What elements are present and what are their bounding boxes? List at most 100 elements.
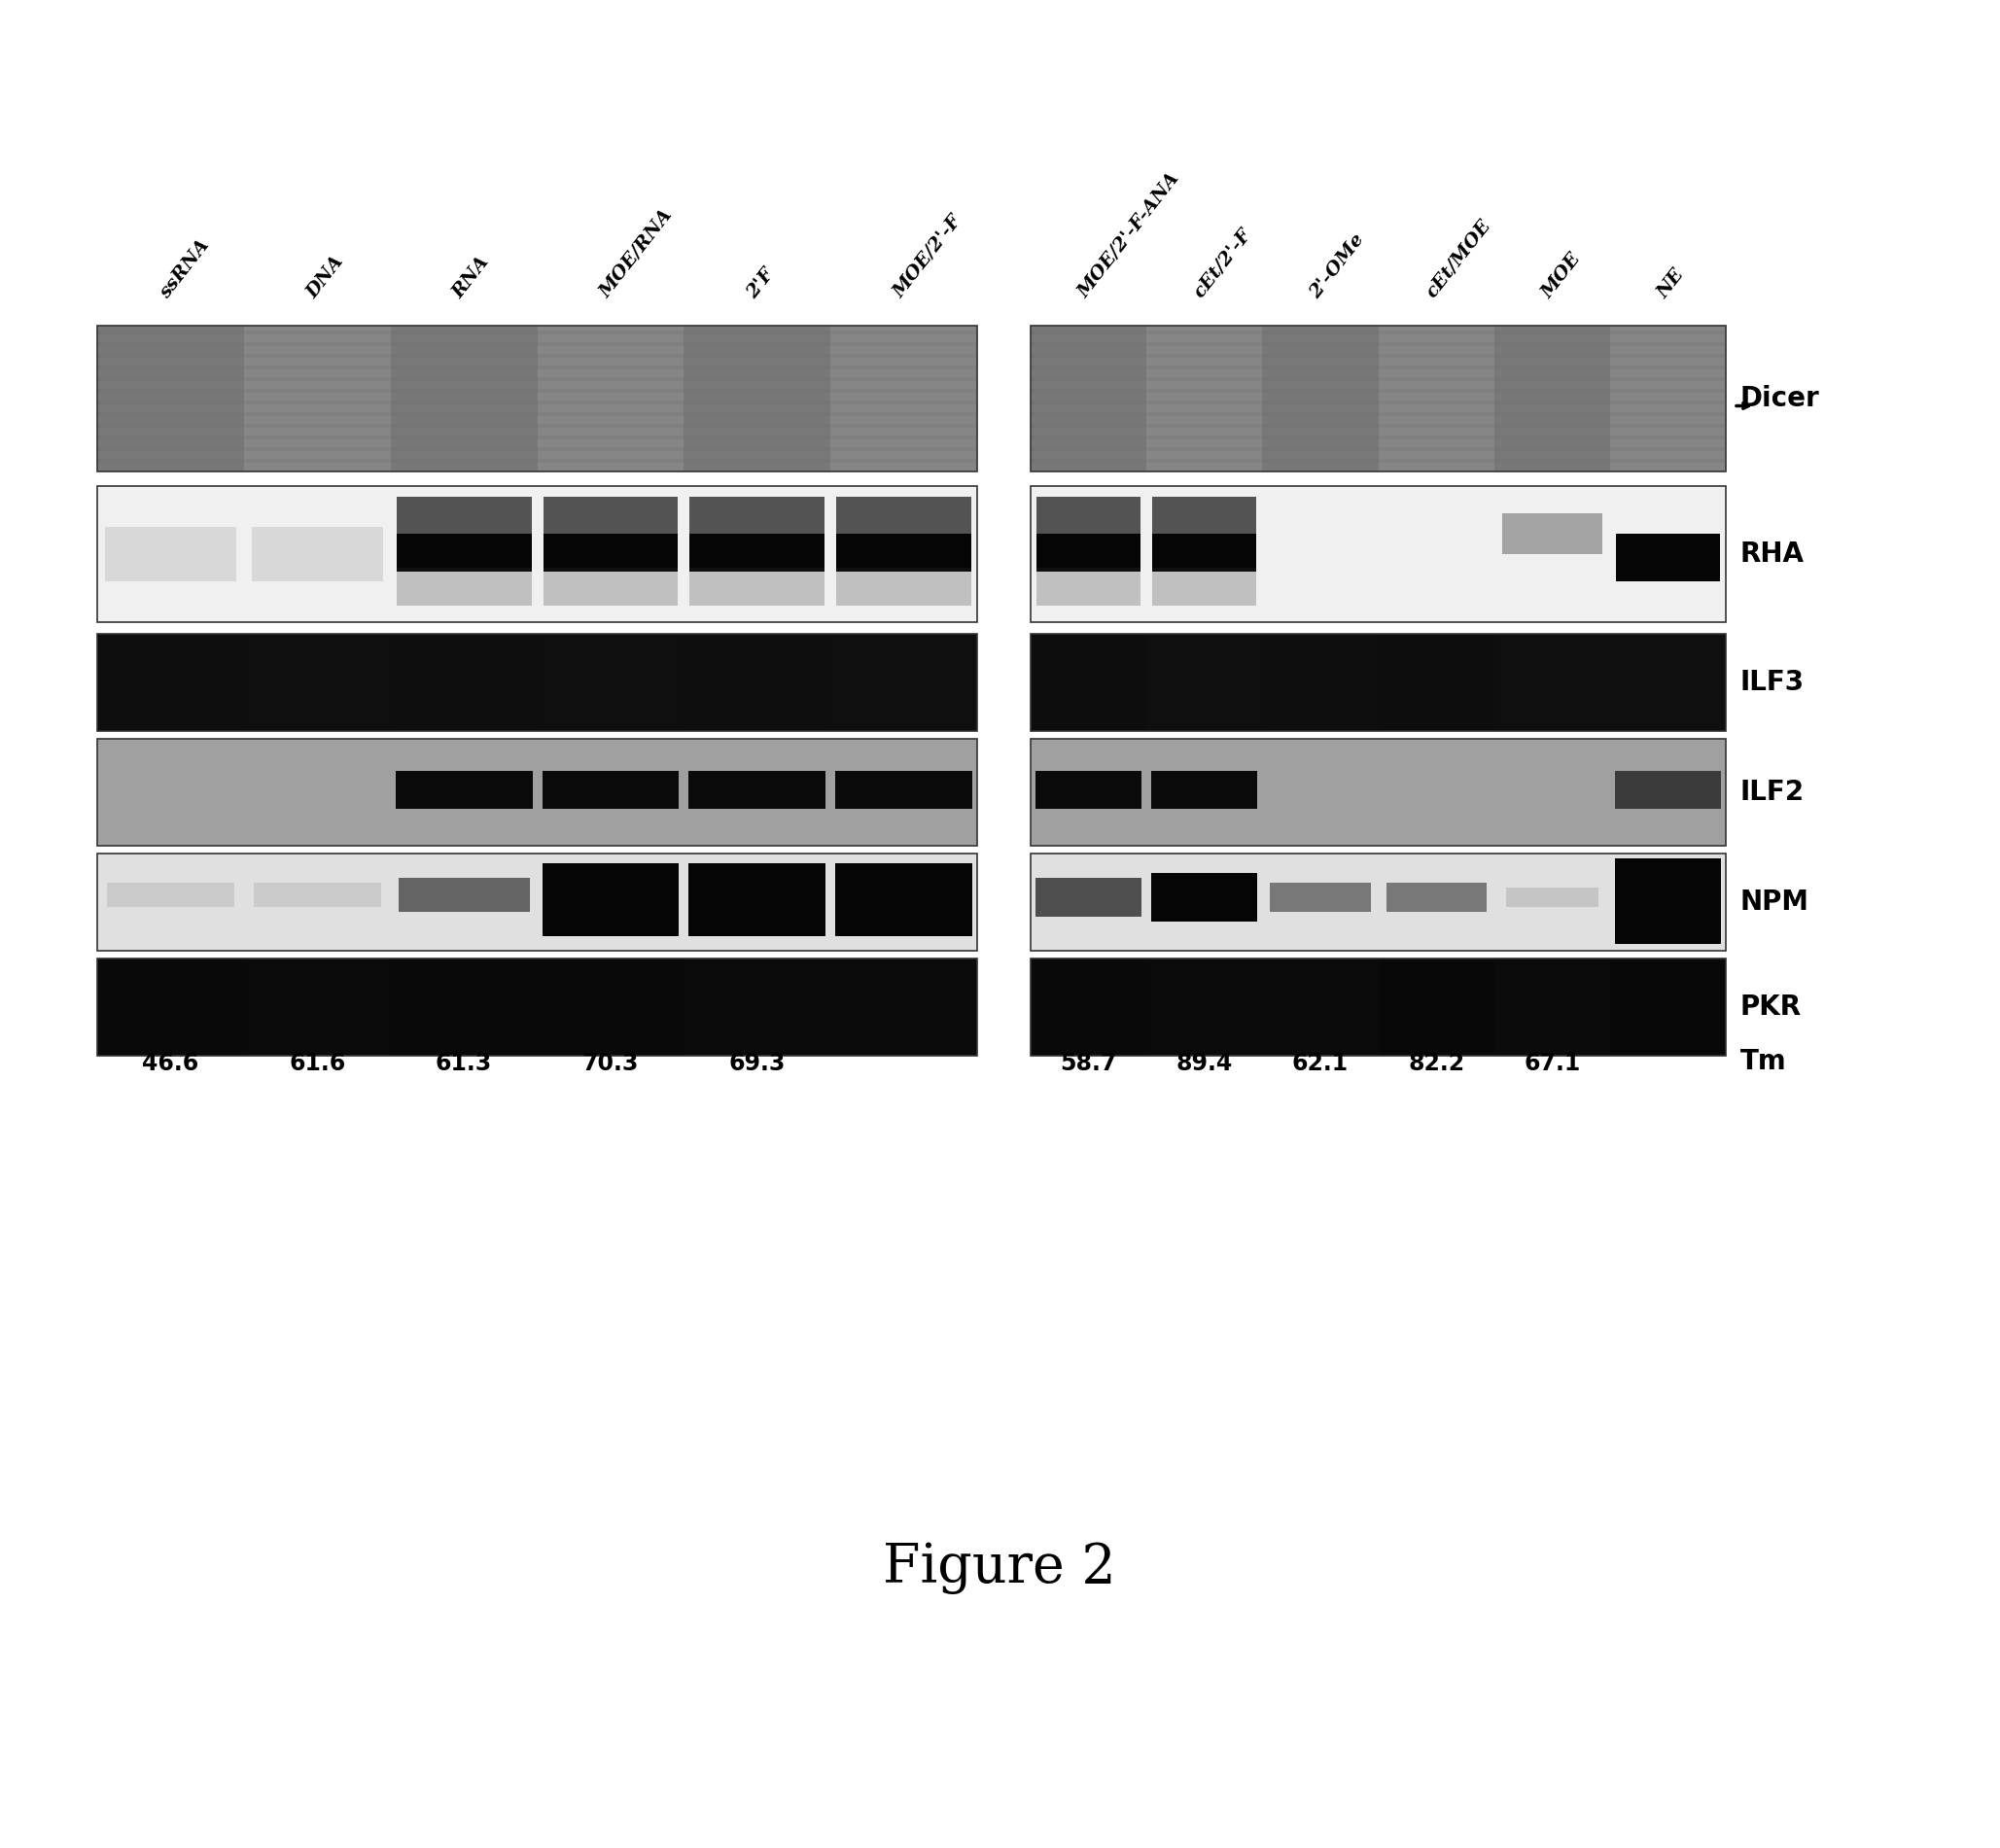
Bar <box>1036 771 1142 808</box>
Bar <box>1030 634 1146 732</box>
Bar <box>1030 634 1726 732</box>
Bar <box>98 634 978 732</box>
Text: 46.6: 46.6 <box>142 1052 198 1076</box>
Bar <box>1030 854 1726 950</box>
Bar <box>390 325 538 471</box>
Bar <box>98 739 978 846</box>
Text: PKR: PKR <box>1740 994 1802 1020</box>
Bar <box>98 634 978 732</box>
Bar <box>98 739 978 846</box>
Bar <box>1610 325 1726 471</box>
Bar <box>244 959 390 1055</box>
Bar <box>1030 325 1146 471</box>
Bar <box>1030 331 1726 334</box>
Bar <box>830 959 978 1055</box>
Bar <box>1036 878 1142 917</box>
Bar <box>1030 342 1726 346</box>
Bar <box>244 634 390 732</box>
Bar <box>1152 872 1258 922</box>
Text: Dicer: Dicer <box>1740 384 1820 412</box>
Bar <box>690 534 824 571</box>
Bar <box>1030 366 1726 370</box>
Bar <box>98 458 978 462</box>
Bar <box>1030 486 1726 623</box>
Text: 61.6: 61.6 <box>288 1052 346 1076</box>
Bar <box>98 366 978 370</box>
Text: NPM: NPM <box>1740 889 1810 917</box>
Bar <box>1610 634 1726 732</box>
Bar <box>390 959 538 1055</box>
Bar <box>1494 634 1610 732</box>
Bar <box>836 863 972 937</box>
Bar <box>688 863 826 937</box>
Bar <box>98 854 978 950</box>
Bar <box>1030 423 1726 427</box>
Text: 61.3: 61.3 <box>436 1052 492 1076</box>
Bar <box>98 412 978 416</box>
Bar <box>544 497 678 545</box>
Bar <box>1502 514 1602 554</box>
Bar <box>1030 325 1726 471</box>
Text: 62.1: 62.1 <box>1292 1052 1348 1076</box>
Bar <box>1386 883 1486 911</box>
Bar <box>98 353 978 359</box>
Text: 2'F: 2'F <box>744 264 778 301</box>
Bar <box>1152 567 1256 606</box>
Bar <box>98 325 978 471</box>
Bar <box>98 959 244 1055</box>
Text: Tm: Tm <box>1740 1048 1786 1076</box>
Bar <box>1146 634 1262 732</box>
Bar <box>836 567 972 606</box>
Text: 89.4: 89.4 <box>1176 1052 1232 1076</box>
Bar <box>1030 353 1726 359</box>
Text: 2'-OMe: 2'-OMe <box>1306 231 1368 301</box>
Text: MOE/2'-F-ANA: MOE/2'-F-ANA <box>1074 170 1182 301</box>
Bar <box>1262 634 1378 732</box>
Bar <box>98 388 978 394</box>
Bar <box>98 959 978 1055</box>
Text: Figure 2: Figure 2 <box>882 1541 1116 1595</box>
Bar <box>98 377 978 381</box>
Bar <box>1152 497 1256 545</box>
Text: 67.1: 67.1 <box>1524 1052 1580 1076</box>
Bar <box>98 331 978 334</box>
Bar <box>1030 959 1726 1055</box>
Bar <box>98 436 978 440</box>
Text: ILF3: ILF3 <box>1740 669 1804 697</box>
Bar <box>98 325 978 471</box>
Bar <box>244 325 390 471</box>
Bar <box>690 497 824 545</box>
Bar <box>1378 325 1494 471</box>
Text: NE: NE <box>1654 266 1688 301</box>
Bar <box>1270 883 1370 911</box>
Bar <box>98 959 978 1055</box>
Text: cEt/MOE: cEt/MOE <box>1422 216 1494 301</box>
Bar <box>538 325 684 471</box>
Text: RHA: RHA <box>1740 540 1804 567</box>
Text: ssRNA: ssRNA <box>156 237 214 301</box>
Bar <box>1378 634 1494 732</box>
Bar <box>98 401 978 405</box>
Bar <box>1610 959 1726 1055</box>
Bar <box>836 771 972 808</box>
Bar <box>1030 447 1726 451</box>
Text: MOE: MOE <box>1538 249 1584 301</box>
Bar <box>1030 401 1726 405</box>
Text: 82.2: 82.2 <box>1408 1052 1464 1076</box>
Bar <box>684 959 830 1055</box>
Bar <box>1614 771 1720 808</box>
Bar <box>252 527 382 582</box>
Bar <box>684 634 830 732</box>
Bar <box>1152 771 1258 808</box>
Bar <box>544 567 678 606</box>
Bar <box>98 486 978 623</box>
Bar <box>98 342 978 346</box>
Bar <box>1494 959 1610 1055</box>
Text: 69.3: 69.3 <box>728 1052 786 1076</box>
Bar <box>1036 567 1140 606</box>
Bar <box>542 863 678 937</box>
Bar <box>396 771 532 808</box>
Text: MOE/RNA: MOE/RNA <box>596 207 676 301</box>
Bar <box>1030 388 1726 394</box>
Bar <box>106 883 234 907</box>
